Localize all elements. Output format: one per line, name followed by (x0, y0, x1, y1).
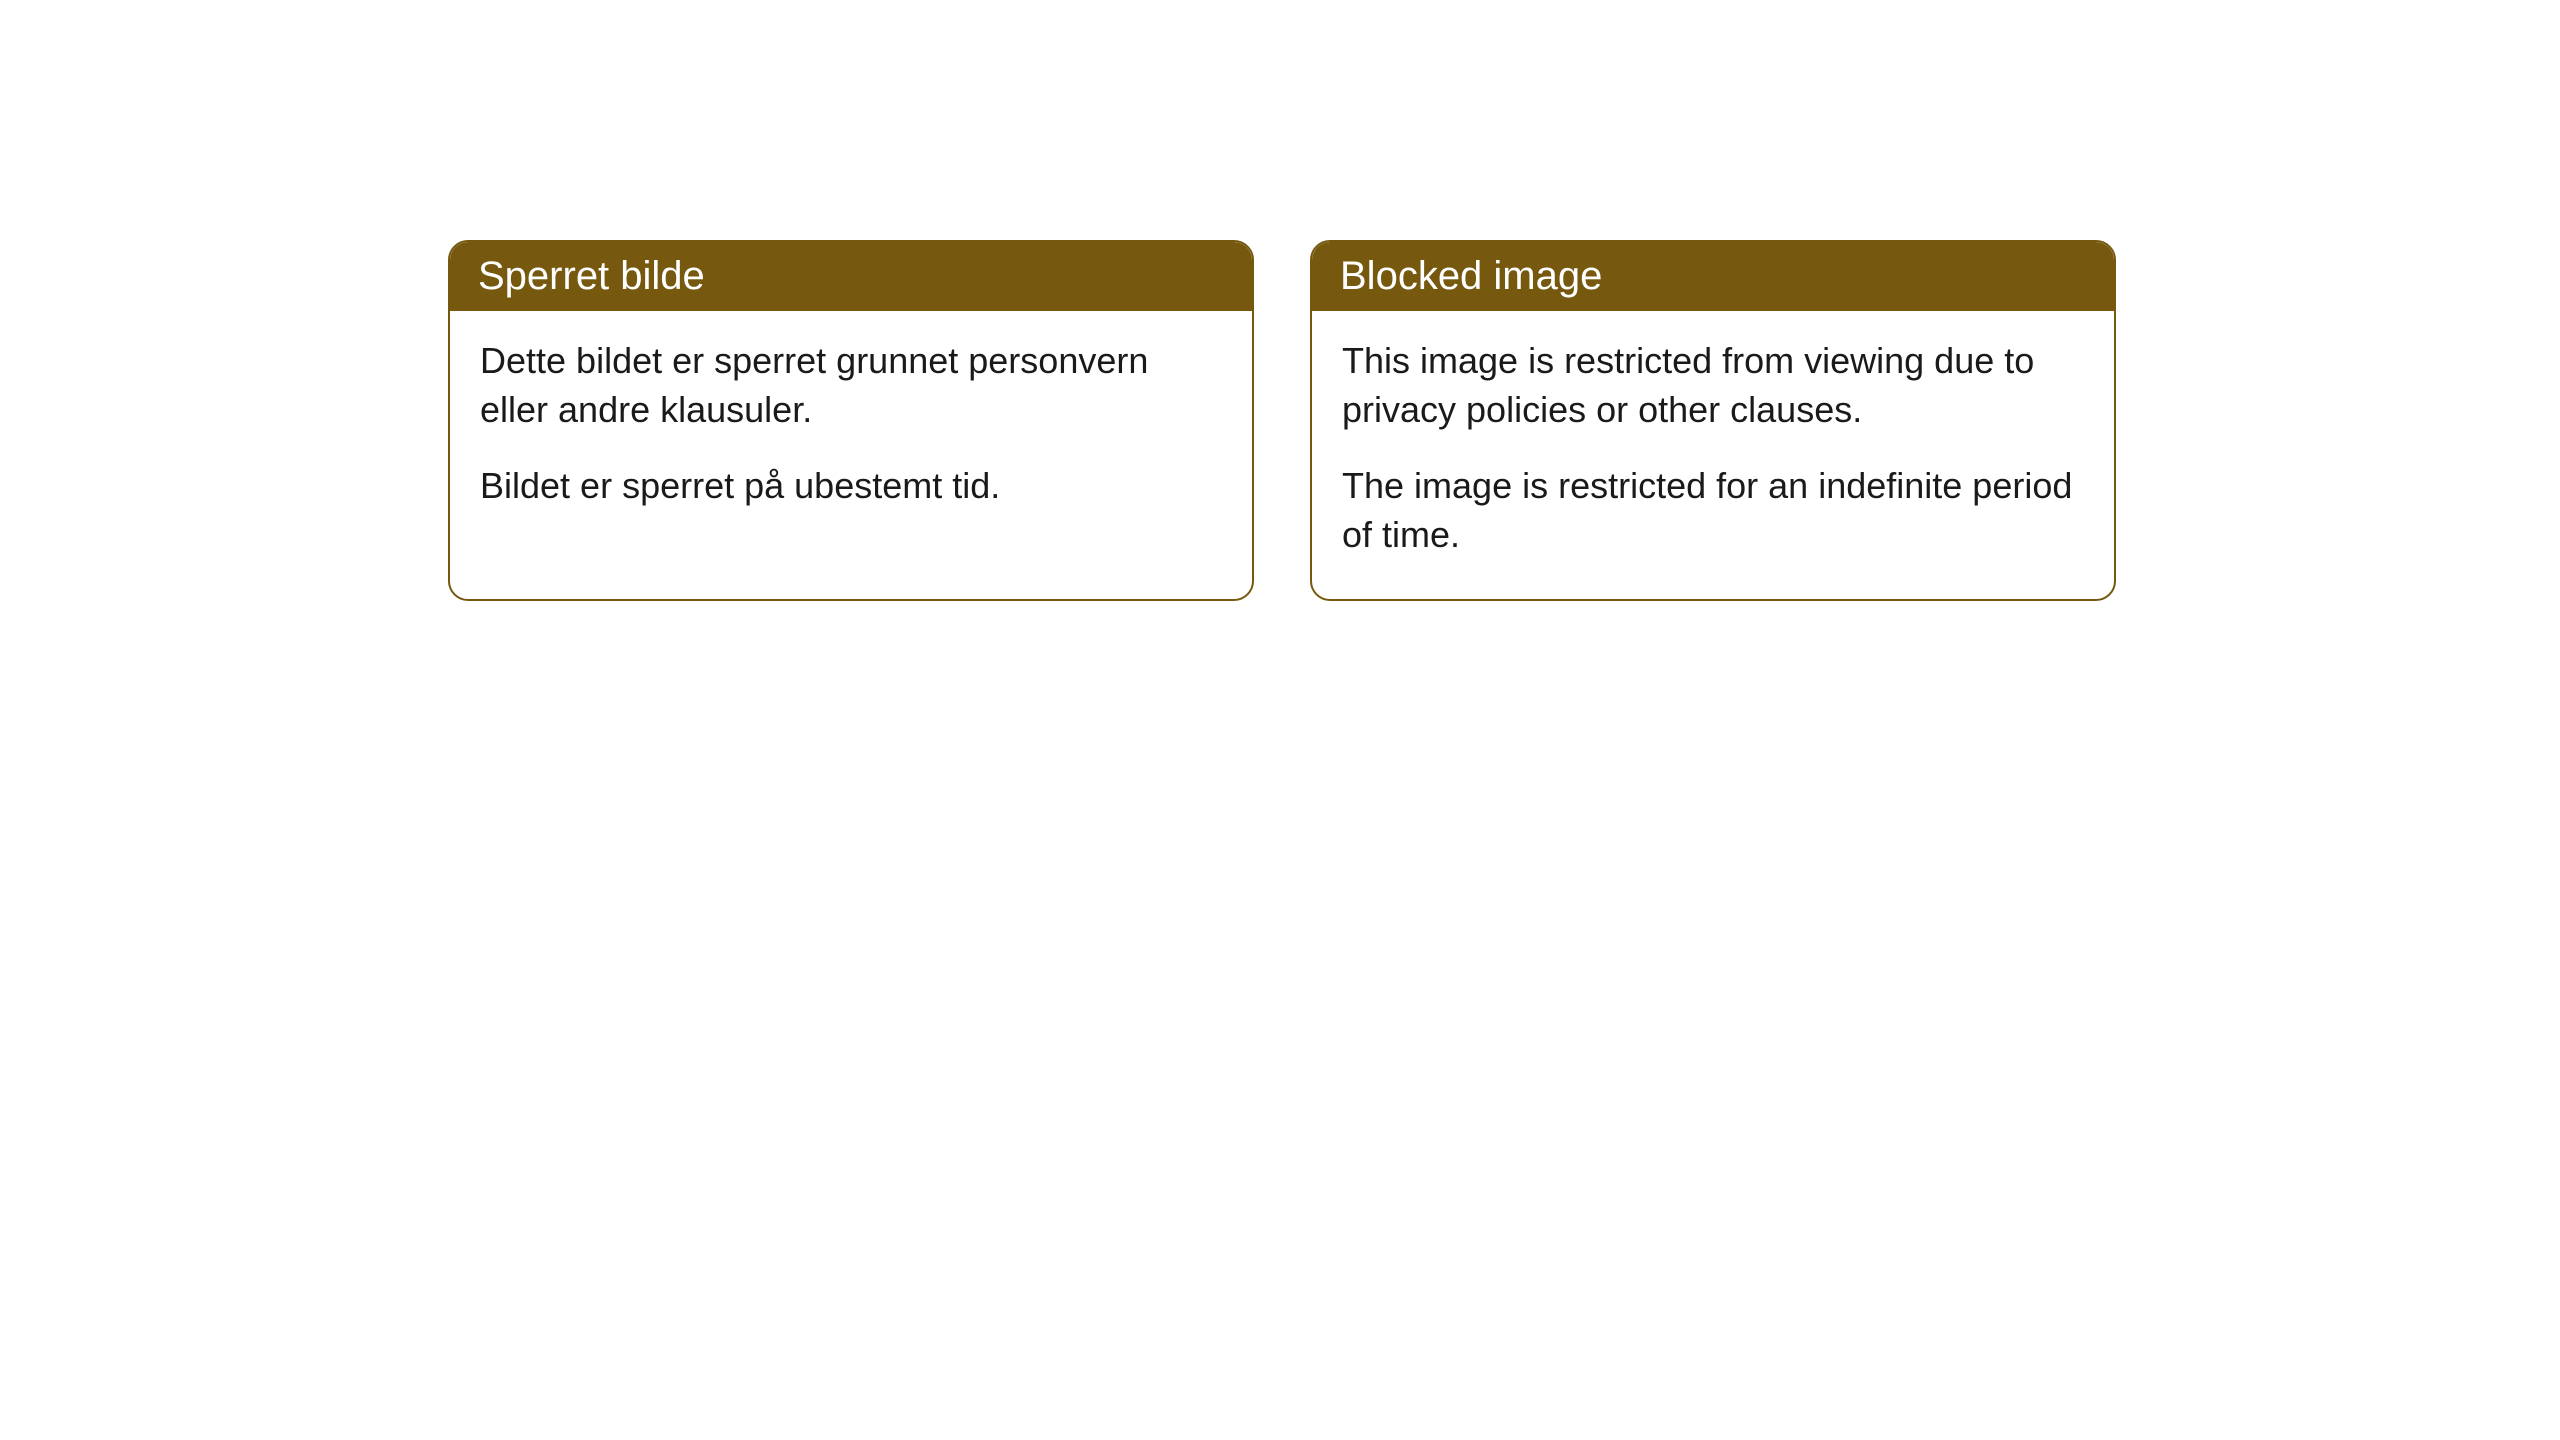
card-header: Blocked image (1312, 242, 2114, 311)
card-paragraph: Dette bildet er sperret grunnet personve… (480, 337, 1222, 434)
card-body: Dette bildet er sperret grunnet personve… (450, 311, 1252, 551)
card-paragraph: This image is restricted from viewing du… (1342, 337, 2084, 434)
card-body: This image is restricted from viewing du… (1312, 311, 2114, 599)
card-blocked-english: Blocked image This image is restricted f… (1310, 240, 2116, 601)
card-header: Sperret bilde (450, 242, 1252, 311)
card-blocked-norwegian: Sperret bilde Dette bildet er sperret gr… (448, 240, 1254, 601)
card-title: Blocked image (1340, 254, 1602, 298)
card-title: Sperret bilde (478, 254, 705, 298)
card-paragraph: Bildet er sperret på ubestemt tid. (480, 462, 1222, 511)
card-paragraph: The image is restricted for an indefinit… (1342, 462, 2084, 559)
cards-container: Sperret bilde Dette bildet er sperret gr… (448, 240, 2116, 601)
